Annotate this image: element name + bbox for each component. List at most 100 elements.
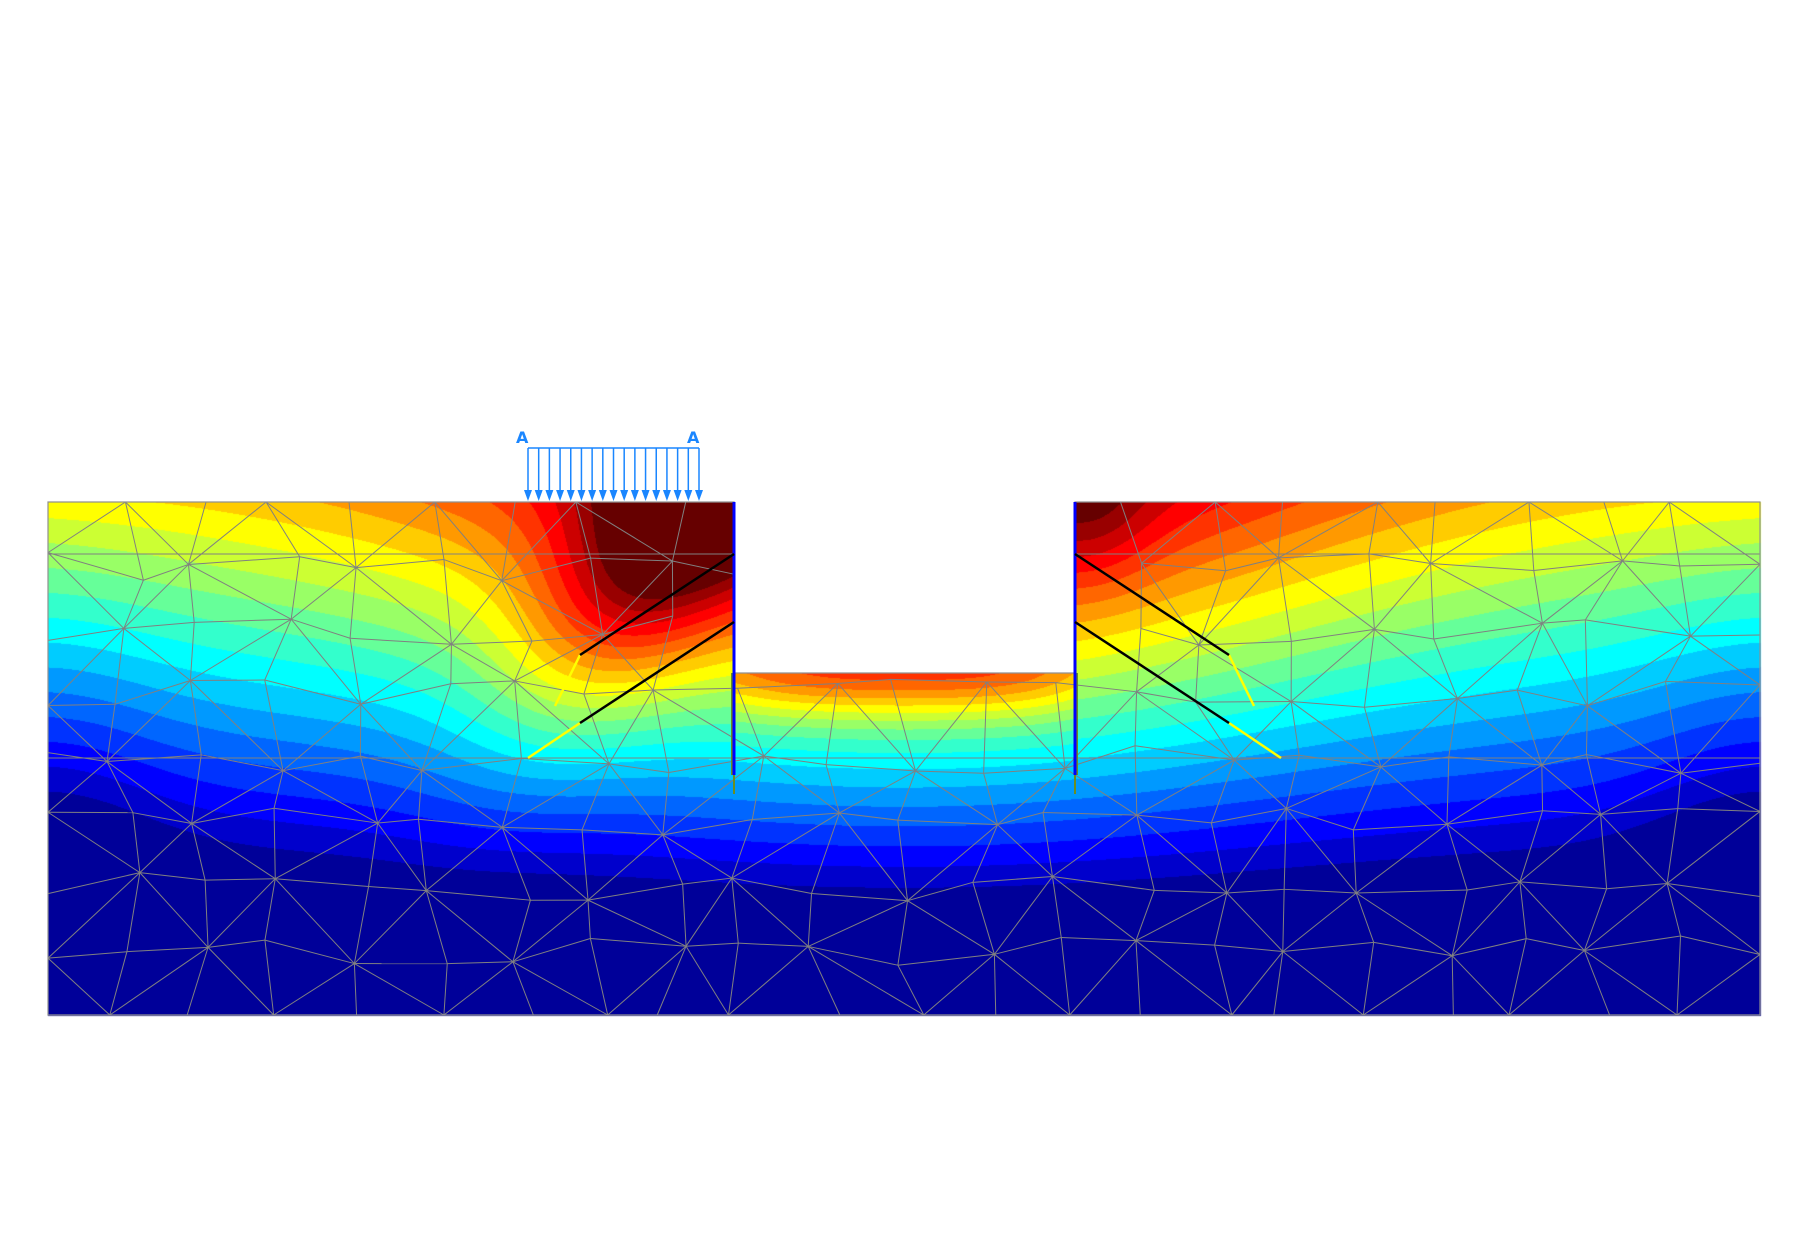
- mesh-edge: [1587, 680, 1666, 707]
- mesh-edge: [1622, 560, 1680, 567]
- mesh-edge: [139, 872, 206, 881]
- mesh-edge: [1134, 691, 1138, 746]
- mesh-edge: [201, 754, 284, 772]
- mesh-edge: [421, 680, 516, 771]
- mesh-edge: [514, 680, 585, 695]
- mesh-edge: [583, 634, 604, 695]
- mesh-edge: [608, 763, 664, 836]
- mesh-edge: [1680, 772, 1761, 812]
- mesh-edge: [983, 681, 988, 774]
- mesh-edge: [434, 501, 445, 560]
- mesh-edge: [1374, 563, 1432, 630]
- mesh-edge: [1585, 754, 1602, 815]
- mesh-edge: [1368, 553, 1375, 630]
- mesh-edge: [1043, 812, 1137, 816]
- mesh-edge: [1585, 705, 1588, 755]
- mesh-edge: [1665, 680, 1761, 686]
- mesh-edge: [731, 812, 840, 879]
- mesh-edge: [728, 946, 809, 1016]
- mesh-edge: [986, 681, 1066, 769]
- mesh-edge: [1603, 501, 1624, 562]
- mesh-edge: [291, 618, 351, 639]
- mesh-edge: [275, 878, 369, 888]
- mesh-edge: [652, 615, 674, 691]
- mesh-edge: [915, 681, 988, 772]
- mesh-edge: [106, 761, 192, 824]
- mesh-edge: [114, 628, 125, 705]
- mesh-edge: [450, 644, 452, 684]
- mesh-edge: [1135, 890, 1155, 941]
- mesh-edge: [1584, 950, 1678, 1016]
- mesh-edge: [972, 824, 999, 883]
- mesh-edge: [662, 818, 753, 836]
- mesh-edge: [1541, 754, 1587, 766]
- mesh-edge: [1533, 570, 1543, 624]
- mesh-edge: [501, 758, 522, 828]
- mesh-edge: [825, 683, 839, 765]
- mesh-edge: [205, 878, 276, 881]
- mesh-edge: [1541, 705, 1588, 766]
- mesh-edge: [282, 703, 362, 772]
- mesh-edge: [1519, 881, 1607, 890]
- mesh-edge: [1286, 766, 1382, 809]
- mesh-edge: [188, 564, 292, 620]
- mesh-edge: [123, 628, 191, 681]
- mesh-edge: [608, 689, 654, 765]
- mesh-edge: [354, 963, 445, 1016]
- mesh-edge: [47, 951, 127, 959]
- mesh-edge: [1374, 628, 1458, 699]
- mesh-edge: [360, 643, 452, 705]
- mesh-edge: [447, 961, 513, 965]
- mesh-edge: [994, 936, 1062, 955]
- mesh-edge: [1210, 822, 1228, 894]
- mesh-edge: [421, 683, 452, 771]
- mesh-edge: [1677, 808, 1761, 812]
- mesh-edge: [1195, 644, 1200, 703]
- mesh-edge: [355, 559, 445, 569]
- mesh-edge: [264, 939, 355, 965]
- mesh-edge: [1226, 808, 1287, 894]
- mesh-edge: [590, 937, 687, 947]
- mesh-edge: [731, 877, 812, 894]
- mesh-edge: [1667, 882, 1761, 898]
- mesh-edge: [1679, 565, 1691, 637]
- anchor-free-length: [579, 552, 735, 657]
- load-arrow-head-icon: [630, 490, 639, 501]
- mesh-edge: [1198, 570, 1227, 646]
- mesh-edge: [443, 963, 448, 1016]
- mesh-edge: [191, 823, 206, 881]
- mesh-edge: [190, 680, 284, 772]
- mesh-edge: [501, 580, 603, 635]
- mesh-edge: [106, 704, 116, 762]
- mesh-edge: [207, 947, 275, 1016]
- anchor-grout: [553, 654, 582, 707]
- mesh-edge: [1195, 701, 1235, 761]
- mesh-edge: [826, 764, 916, 772]
- mesh-edge: [109, 951, 128, 1016]
- load-arrow-head-icon: [673, 490, 682, 501]
- mesh-edge: [662, 834, 733, 879]
- mesh-edge: [1136, 814, 1212, 824]
- mesh-edge: [377, 822, 427, 891]
- mesh-edge: [1042, 768, 1066, 813]
- mesh-edge: [1286, 807, 1354, 831]
- mesh-edge: [106, 761, 134, 813]
- mesh-edge: [1600, 814, 1608, 889]
- mesh-edge: [907, 900, 995, 955]
- mesh-edge: [1141, 562, 1226, 572]
- mesh-edge: [123, 564, 189, 629]
- mesh-edge: [299, 556, 357, 569]
- mesh-edge: [1136, 815, 1155, 891]
- distributed-surface-load[interactable]: [524, 447, 703, 501]
- mesh-edge: [763, 755, 840, 814]
- mesh-edge: [106, 680, 191, 762]
- mesh-edge: [275, 822, 378, 880]
- mesh-edge: [191, 823, 276, 880]
- mesh-edge: [993, 954, 997, 1016]
- mesh-edge: [1225, 557, 1279, 572]
- mesh-edge: [126, 872, 141, 952]
- mesh-edge: [1508, 950, 1585, 1016]
- mesh-edge: [1542, 560, 1623, 624]
- mesh-edge: [1291, 628, 1375, 642]
- mesh-edge: [997, 768, 1066, 826]
